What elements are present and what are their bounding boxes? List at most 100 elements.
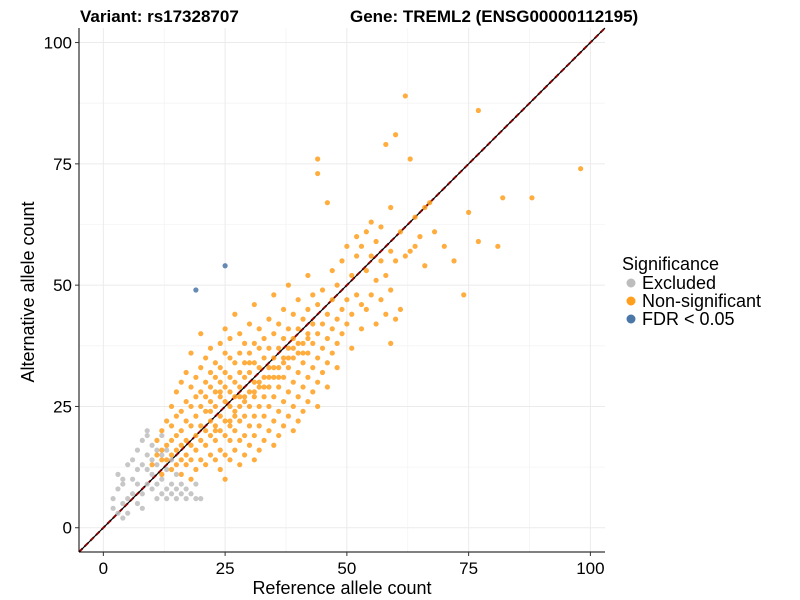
data-point	[227, 457, 233, 463]
chart-title-gene: Gene: TREML2 (ENSG00000112195)	[350, 7, 638, 26]
data-point	[529, 195, 535, 201]
data-point	[305, 335, 311, 342]
data-point	[212, 428, 218, 434]
data-point	[232, 394, 238, 400]
data-point	[315, 331, 321, 337]
data-point	[173, 486, 180, 492]
data-point	[232, 360, 238, 366]
data-point	[207, 398, 214, 405]
reference-line	[78, 27, 606, 553]
data-point	[212, 437, 218, 444]
data-point	[271, 355, 277, 361]
data-point	[373, 277, 379, 283]
data-point	[246, 360, 253, 366]
data-point	[227, 335, 233, 342]
data-point	[266, 345, 272, 351]
data-point	[110, 505, 116, 511]
data-point	[266, 403, 272, 410]
data-point	[475, 238, 481, 245]
data-point	[271, 394, 277, 400]
data-point	[120, 515, 126, 521]
data-point	[207, 369, 214, 376]
data-point	[227, 389, 233, 395]
data-point	[159, 452, 165, 458]
data-point	[212, 403, 218, 410]
data-point	[344, 243, 350, 249]
data-point	[168, 423, 175, 429]
data-point	[120, 481, 126, 487]
data-point	[310, 340, 316, 346]
data-point	[310, 321, 316, 327]
data-point	[115, 510, 121, 516]
data-point	[168, 491, 175, 497]
data-point	[232, 413, 238, 419]
data-point	[168, 452, 175, 458]
data-point	[358, 301, 365, 308]
data-points	[110, 93, 584, 521]
data-point	[295, 297, 301, 303]
data-point	[178, 457, 184, 463]
data-point	[227, 374, 233, 380]
data-point	[134, 447, 141, 453]
data-point	[300, 316, 306, 322]
data-point	[310, 292, 316, 298]
y-tick-label: 50	[53, 276, 72, 295]
grid	[79, 28, 605, 552]
data-point	[134, 500, 141, 507]
data-point	[383, 311, 389, 317]
data-point	[149, 462, 155, 468]
data-point	[310, 389, 316, 395]
data-point	[271, 418, 277, 424]
data-point	[241, 432, 248, 439]
data-point	[295, 326, 301, 332]
x-tick-label: 100	[576, 559, 604, 578]
data-point	[290, 311, 296, 317]
data-point	[383, 141, 389, 148]
data-point	[261, 413, 267, 419]
data-point	[183, 496, 189, 502]
data-point	[305, 350, 311, 356]
data-point	[241, 452, 248, 458]
data-point	[305, 331, 311, 337]
y-tick-label: 0	[63, 519, 72, 538]
data-point	[222, 476, 228, 482]
data-point	[290, 335, 296, 342]
data-point	[261, 394, 267, 400]
data-point	[246, 369, 253, 376]
data-point	[198, 331, 204, 337]
data-point	[354, 292, 360, 298]
data-point	[392, 132, 399, 138]
data-point	[290, 345, 296, 351]
legend-title: Significance	[622, 254, 719, 274]
data-point	[271, 365, 277, 371]
data-point	[207, 384, 214, 390]
data-point	[203, 379, 209, 385]
data-point	[212, 457, 218, 463]
data-point	[193, 496, 199, 502]
data-point	[227, 418, 233, 424]
data-point	[392, 258, 399, 264]
data-point	[251, 432, 257, 439]
data-point	[164, 486, 170, 492]
data-point	[217, 365, 223, 371]
data-point	[198, 403, 204, 410]
data-point	[139, 505, 145, 511]
data-point	[251, 379, 257, 385]
data-point	[285, 389, 292, 395]
data-point	[154, 496, 160, 502]
data-point	[164, 442, 170, 448]
data-point	[149, 471, 155, 477]
data-point	[217, 447, 223, 453]
data-point	[266, 316, 272, 322]
data-point	[154, 452, 160, 458]
data-point	[183, 369, 189, 376]
data-point	[237, 462, 243, 468]
data-point	[388, 248, 394, 254]
y-tick-label: 75	[53, 155, 72, 174]
data-point	[251, 301, 257, 308]
data-point	[144, 432, 150, 439]
data-point	[203, 428, 209, 434]
data-point	[383, 272, 389, 279]
data-point	[207, 408, 214, 414]
y-tick-label: 100	[44, 34, 72, 53]
